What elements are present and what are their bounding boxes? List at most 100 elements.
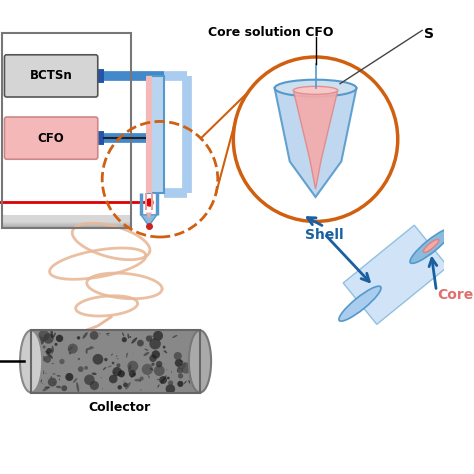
Circle shape <box>140 376 144 381</box>
Circle shape <box>92 354 103 365</box>
Circle shape <box>104 358 108 361</box>
Bar <box>2 33 131 228</box>
Circle shape <box>128 361 138 372</box>
Circle shape <box>175 359 183 367</box>
Ellipse shape <box>188 380 190 383</box>
Circle shape <box>146 336 152 342</box>
Ellipse shape <box>45 373 47 374</box>
Circle shape <box>43 346 46 348</box>
Ellipse shape <box>148 375 150 378</box>
Ellipse shape <box>190 364 193 372</box>
Ellipse shape <box>182 362 186 369</box>
Ellipse shape <box>50 329 53 338</box>
Bar <box>2 217 131 223</box>
Circle shape <box>178 367 179 368</box>
Circle shape <box>131 375 133 378</box>
Bar <box>2 221 131 228</box>
Polygon shape <box>343 225 448 324</box>
Circle shape <box>37 336 44 342</box>
Circle shape <box>123 383 128 387</box>
Bar <box>2 220 131 227</box>
Circle shape <box>68 344 78 354</box>
Bar <box>2 217 131 223</box>
Circle shape <box>163 346 165 348</box>
Ellipse shape <box>145 349 148 351</box>
Circle shape <box>127 353 128 354</box>
Circle shape <box>35 370 38 374</box>
Circle shape <box>65 373 73 381</box>
Ellipse shape <box>161 375 166 384</box>
Circle shape <box>43 333 54 344</box>
Text: Shell: Shell <box>305 228 344 242</box>
Circle shape <box>129 370 136 377</box>
Text: S: S <box>424 27 434 41</box>
Text: Collector: Collector <box>89 401 151 413</box>
Ellipse shape <box>122 332 124 337</box>
FancyBboxPatch shape <box>4 55 98 97</box>
Circle shape <box>36 337 44 345</box>
Circle shape <box>118 370 125 377</box>
Circle shape <box>32 366 39 374</box>
Circle shape <box>90 381 99 390</box>
Ellipse shape <box>112 373 116 374</box>
Circle shape <box>153 331 163 341</box>
Ellipse shape <box>107 335 109 336</box>
Bar <box>2 220 131 227</box>
Ellipse shape <box>164 350 167 353</box>
Bar <box>2 218 131 224</box>
Ellipse shape <box>73 378 77 383</box>
Circle shape <box>78 366 83 372</box>
Ellipse shape <box>131 337 137 344</box>
Circle shape <box>37 336 41 339</box>
Circle shape <box>142 364 153 375</box>
Ellipse shape <box>103 367 106 370</box>
Ellipse shape <box>117 358 119 359</box>
Circle shape <box>152 350 160 359</box>
Ellipse shape <box>53 332 56 338</box>
Ellipse shape <box>51 348 53 355</box>
Ellipse shape <box>423 239 439 252</box>
Ellipse shape <box>56 386 61 388</box>
Circle shape <box>168 381 173 385</box>
Ellipse shape <box>134 371 136 372</box>
Ellipse shape <box>126 353 128 358</box>
Polygon shape <box>146 212 152 219</box>
Ellipse shape <box>150 368 153 370</box>
Ellipse shape <box>106 333 109 335</box>
Circle shape <box>137 340 144 346</box>
Ellipse shape <box>56 375 61 377</box>
Ellipse shape <box>339 286 381 321</box>
Circle shape <box>112 362 114 365</box>
Circle shape <box>44 356 51 363</box>
Circle shape <box>118 385 122 390</box>
Circle shape <box>165 384 175 394</box>
Ellipse shape <box>192 368 196 376</box>
Ellipse shape <box>172 335 177 338</box>
Ellipse shape <box>42 383 43 384</box>
Circle shape <box>151 363 155 366</box>
Bar <box>2 218 131 224</box>
Circle shape <box>56 335 63 342</box>
Ellipse shape <box>82 332 88 339</box>
Circle shape <box>116 356 118 357</box>
Circle shape <box>117 364 120 367</box>
Ellipse shape <box>144 352 149 356</box>
Circle shape <box>33 364 42 374</box>
Ellipse shape <box>166 369 167 370</box>
Bar <box>2 219 131 225</box>
Bar <box>2 220 131 227</box>
Bar <box>2 221 131 228</box>
Ellipse shape <box>140 389 142 391</box>
Bar <box>146 76 164 192</box>
Bar <box>146 76 152 192</box>
Circle shape <box>109 375 118 383</box>
Ellipse shape <box>163 354 164 355</box>
Ellipse shape <box>51 376 52 379</box>
Ellipse shape <box>157 379 159 380</box>
Circle shape <box>84 374 95 385</box>
Ellipse shape <box>85 349 88 354</box>
Ellipse shape <box>68 346 73 351</box>
Circle shape <box>122 337 127 342</box>
Circle shape <box>90 331 99 340</box>
Circle shape <box>155 337 159 342</box>
